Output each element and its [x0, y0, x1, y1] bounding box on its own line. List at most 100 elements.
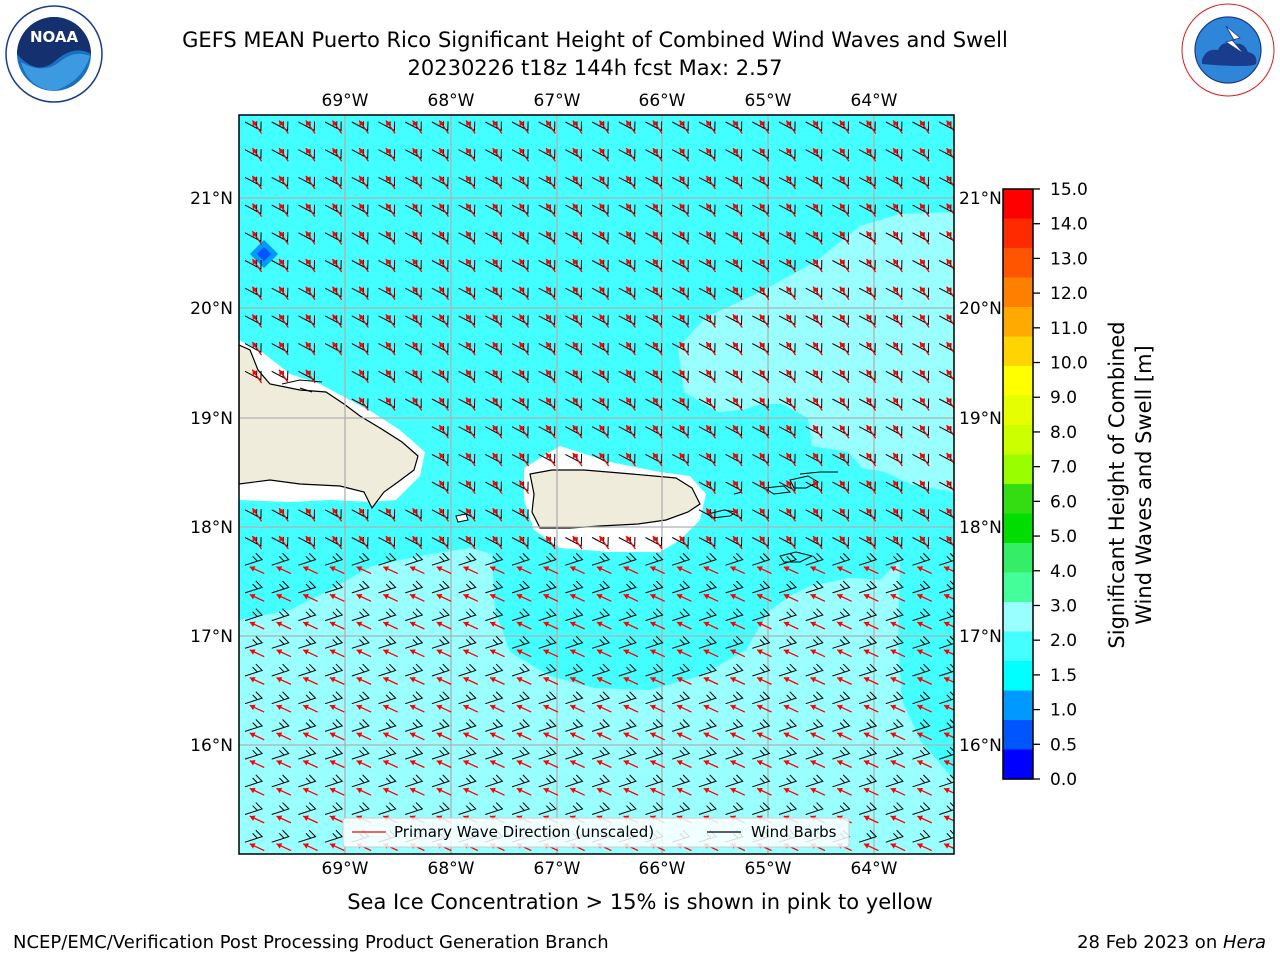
wave-arrow	[919, 175, 930, 190]
wave-arrow	[730, 787, 746, 796]
wind-barb	[698, 802, 717, 815]
wave-arrow	[919, 452, 930, 467]
wave-arrow	[465, 424, 476, 439]
wave-arrow	[676, 732, 692, 741]
wind-barb	[271, 691, 290, 705]
wind-barb	[939, 580, 954, 594]
wind-barb	[351, 636, 370, 649]
wave-arrow	[545, 424, 556, 439]
wave-arrow	[946, 397, 954, 411]
wind-barb	[645, 580, 664, 594]
wave-arrow	[358, 313, 369, 328]
wave-arrow	[946, 424, 954, 439]
colorbar-tick-label: 0.5	[1050, 735, 1077, 755]
wave-arrow	[249, 566, 265, 575]
wave-arrow	[679, 313, 690, 328]
wave-arrow	[705, 258, 717, 273]
wind-barb	[405, 746, 424, 760]
colorbar-tick-label: 10.0	[1050, 354, 1088, 374]
wave-arrow	[756, 732, 772, 741]
wave-arrow	[890, 621, 906, 630]
wave-arrow	[732, 147, 743, 162]
wave-arrow	[916, 843, 933, 852]
wave-arrow	[812, 286, 823, 301]
wave-arrow	[865, 507, 877, 522]
wave-arrow	[276, 704, 292, 713]
wind-barb	[378, 580, 397, 594]
wind-barb	[912, 580, 931, 594]
wave-arrow	[946, 147, 954, 162]
lon-label-bottom: 69°W	[322, 859, 369, 879]
wave-arrow	[652, 397, 663, 411]
wind-barb	[591, 663, 611, 677]
wave-arrow	[436, 787, 452, 796]
sea-ice-note: Sea Ice Concentration > 15% is shown in …	[347, 890, 933, 914]
wave-arrow	[759, 452, 770, 467]
wave-arrow	[463, 566, 479, 575]
wind-barb	[405, 802, 424, 815]
wave-arrow	[810, 760, 826, 769]
wave-arrow	[839, 147, 850, 162]
wind-barb	[939, 802, 954, 815]
wind-barb	[298, 746, 317, 760]
wave-arrow	[518, 452, 530, 467]
wave-arrow	[756, 566, 772, 575]
wave-arrow	[839, 424, 850, 439]
wave-arrow	[465, 120, 476, 134]
wave-arrow	[865, 452, 877, 467]
wind-barb	[752, 719, 771, 732]
wave-arrow	[679, 341, 690, 356]
wave-arrow	[492, 120, 503, 134]
wave-arrow	[623, 649, 639, 658]
wind-barb	[298, 608, 317, 622]
lat-label-right: 19°N	[959, 409, 1002, 429]
wave-arrow	[676, 677, 692, 685]
run-date: 28 Feb 2023 on Hera	[1077, 932, 1266, 953]
wave-arrow	[489, 593, 505, 602]
wave-arrow	[329, 760, 345, 769]
wave-arrow	[732, 397, 743, 411]
wind-barb	[298, 829, 317, 843]
wave-arrow	[732, 369, 743, 384]
lon-label-top: 68°W	[428, 91, 475, 111]
wave-arrow	[812, 203, 823, 218]
wind-barb	[431, 774, 450, 788]
wave-arrow	[892, 313, 903, 328]
wave-arrow	[812, 424, 823, 439]
wave-arrow	[705, 313, 717, 328]
wind-barb	[805, 552, 824, 566]
colorbar-tick-label: 1.5	[1050, 666, 1077, 686]
wave-arrow	[785, 313, 797, 328]
wind-barb	[565, 691, 584, 705]
wind-barb	[405, 580, 424, 594]
wave-arrow	[812, 120, 823, 134]
colorbar-label-line2: Wind Waves and Swell [m]	[1132, 345, 1156, 625]
wave-arrow	[730, 732, 746, 741]
wave-arrow	[783, 677, 799, 685]
wave-arrow	[382, 621, 399, 630]
wave-arrow	[438, 175, 450, 190]
wind-barb	[244, 580, 264, 594]
colorbar-tick-label: 1.0	[1050, 701, 1077, 721]
wave-arrow	[463, 704, 479, 713]
lat-label-left: 17°N	[190, 627, 233, 647]
wave-arrow	[919, 313, 930, 328]
wave-arrow	[836, 704, 852, 713]
wave-arrow	[919, 397, 930, 411]
wave-height-field-light-south	[239, 520, 954, 854]
wave-arrow	[249, 760, 265, 769]
wind-barb	[698, 580, 717, 594]
wave-arrow	[409, 787, 425, 796]
wind-barb	[672, 719, 691, 732]
wave-arrow	[863, 787, 879, 796]
wave-arrow	[438, 397, 450, 411]
wave-arrow	[463, 593, 479, 602]
wave-arrow	[569, 732, 585, 741]
wind-barb	[324, 746, 344, 760]
wind-barb	[939, 608, 954, 622]
wave-arrow	[652, 535, 663, 550]
wave-arrow	[732, 120, 743, 134]
wind-barb	[752, 691, 771, 705]
wave-arrow	[598, 175, 610, 190]
wave-arrow	[412, 147, 423, 162]
